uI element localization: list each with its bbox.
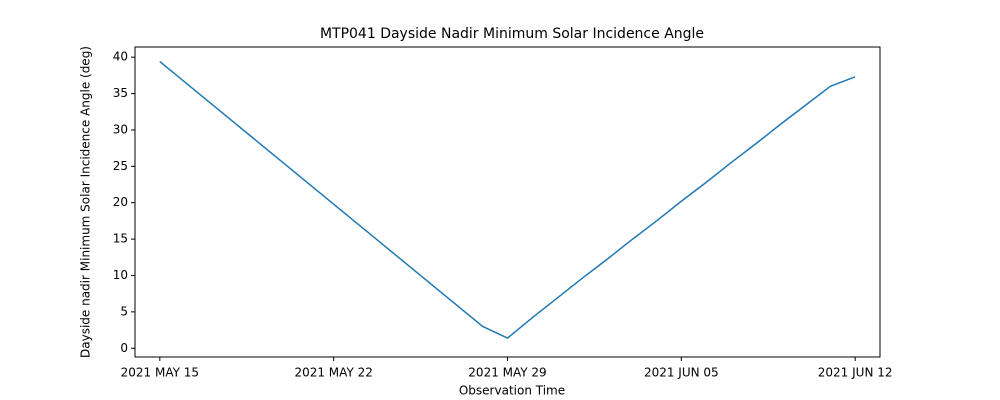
x-tick-label: 2021 JUN 12 [818,366,893,380]
x-tick-label: 2021 MAY 22 [294,366,372,380]
y-tick-label: 5 [120,304,128,318]
y-tick-label: 35 [113,86,128,100]
y-tick-label: 0 [120,341,128,355]
plot-frame [134,46,881,358]
y-tick-label: 20 [113,195,128,209]
y-tick-label: 15 [113,232,128,246]
x-axis-label: Observation Time [459,384,565,398]
y-tick-label: 10 [113,268,128,282]
y-tick-label: 25 [113,159,128,173]
x-tick-label: 2021 MAY 15 [121,366,199,380]
y-axis-label: Dayside nadir Minimum Solar Incidence An… [79,46,93,358]
x-tick-label: 2021 MAY 29 [468,366,546,380]
y-tick-label: 40 [113,50,128,64]
data-line [159,60,856,339]
chart-title: MTP041 Dayside Nadir Minimum Solar Incid… [320,26,704,42]
y-tick-label: 30 [113,122,128,136]
x-tick-label: 2021 JUN 05 [644,366,719,380]
